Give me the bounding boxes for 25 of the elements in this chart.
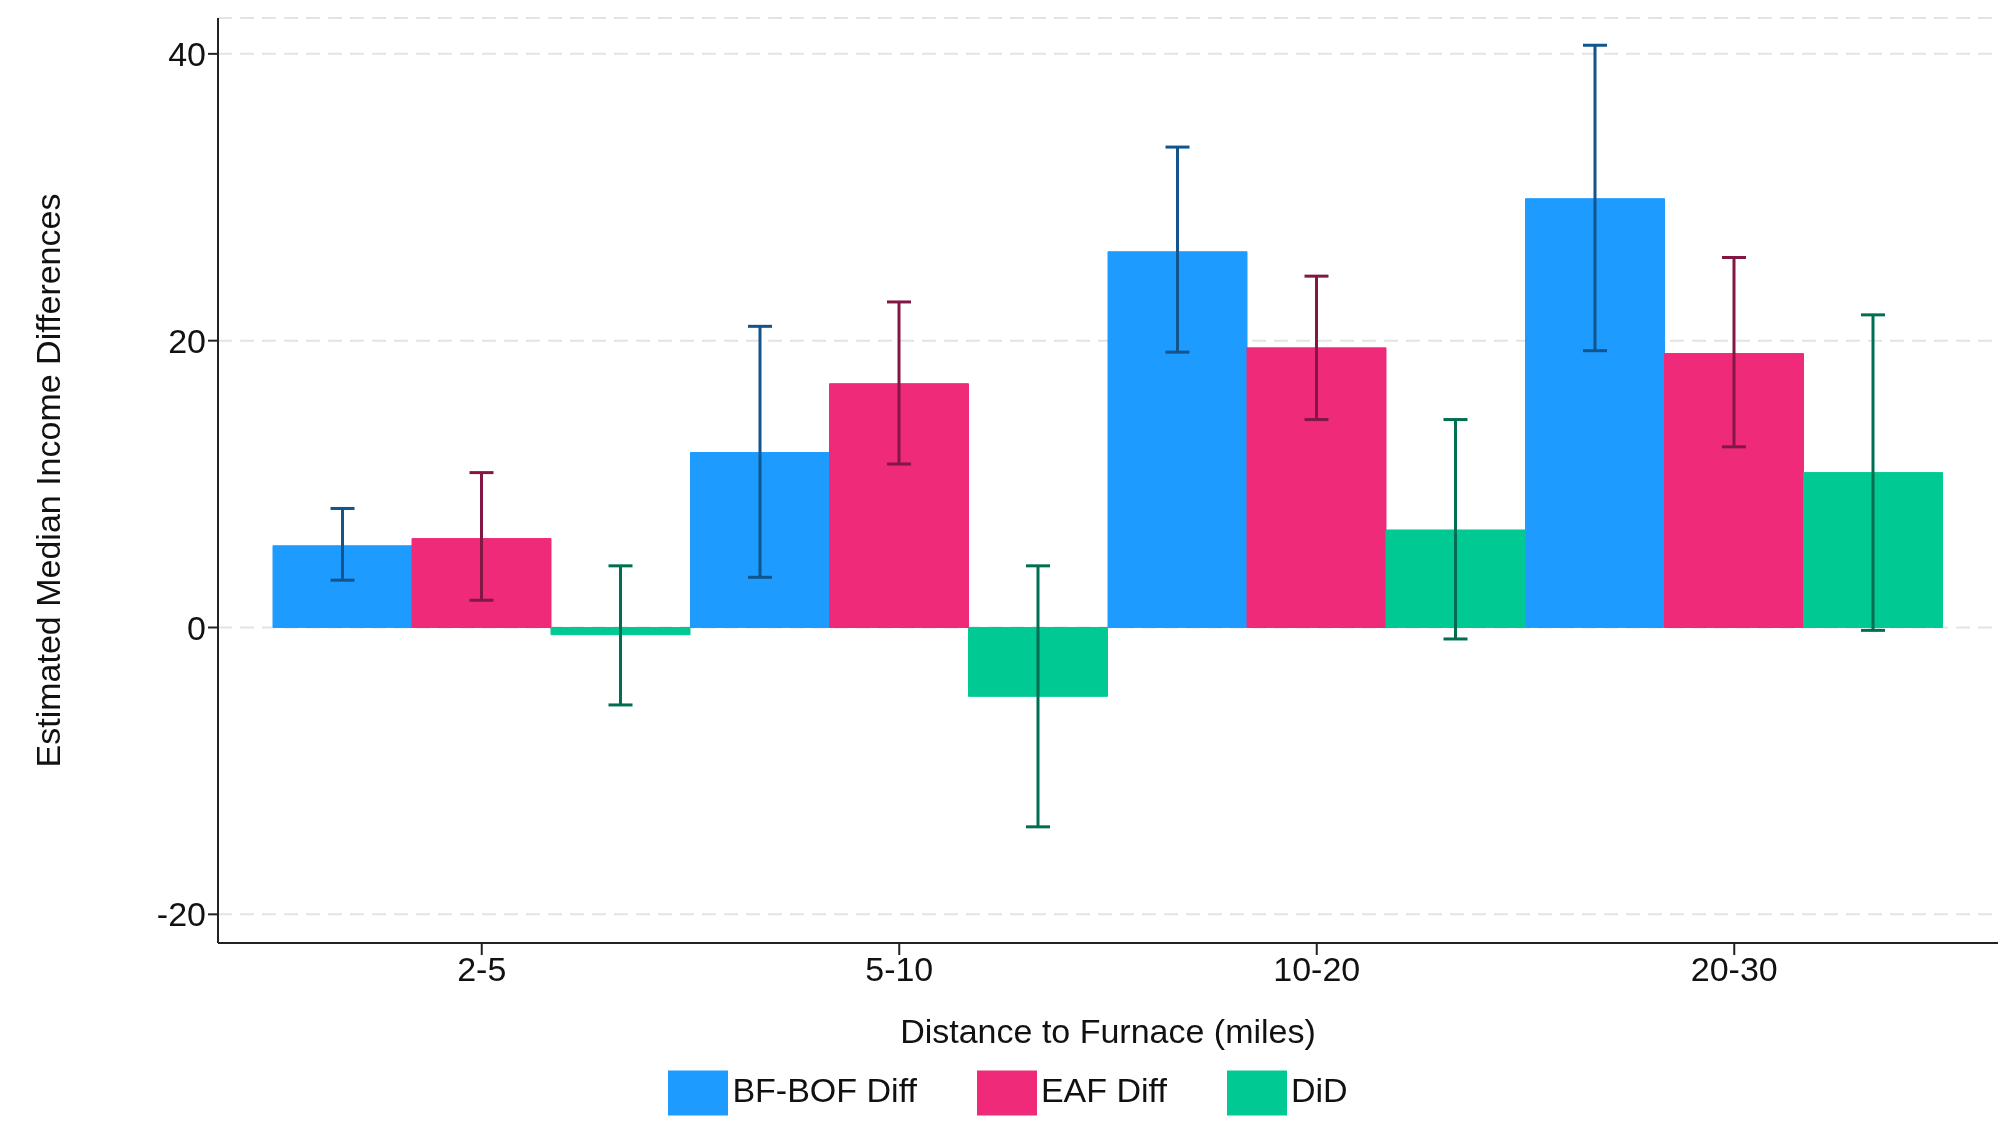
y-axis-title: Estimated Median Income Differences: [29, 193, 68, 768]
bar: [1246, 347, 1387, 628]
bar: [1385, 529, 1526, 628]
x-tick-label: 5-10: [865, 950, 934, 989]
bar: [1525, 198, 1665, 628]
bar: [1107, 251, 1248, 628]
bar: [1803, 472, 1943, 628]
x-tick-label: 10-20: [1273, 950, 1361, 989]
y-tick-label: 40: [168, 34, 206, 73]
x-tick-label: 2-5: [457, 950, 507, 989]
y-tick-label: -20: [156, 895, 206, 934]
bar: [411, 538, 552, 628]
bar: [1664, 353, 1804, 628]
bar: [272, 545, 413, 628]
bar: [690, 452, 830, 628]
legend-label: EAF Diff: [1040, 1070, 1167, 1109]
x-tick-label: 20-30: [1690, 950, 1778, 989]
legend-label: BF-BOF Diff: [732, 1070, 917, 1109]
y-tick-label: 0: [187, 608, 206, 647]
legend-label: DiD: [1290, 1070, 1348, 1109]
bar: [829, 383, 969, 628]
y-tick-label: 20: [168, 321, 206, 360]
bar: [550, 627, 691, 636]
bar: [968, 627, 1108, 697]
x-axis-title: Distance to Furnace (miles): [900, 1012, 1316, 1050]
